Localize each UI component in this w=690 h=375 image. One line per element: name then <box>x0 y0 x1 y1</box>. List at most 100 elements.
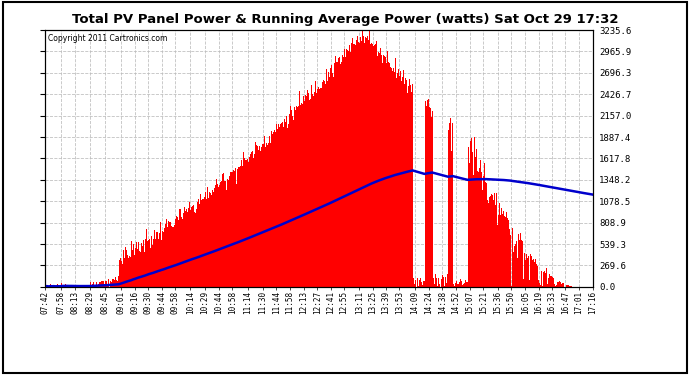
Bar <box>497 225 498 287</box>
Bar <box>381 55 382 287</box>
Bar <box>307 90 308 287</box>
Bar <box>313 96 314 287</box>
Bar <box>489 197 490 287</box>
Bar <box>437 278 439 287</box>
Bar <box>409 79 411 287</box>
Bar <box>176 216 177 287</box>
Bar <box>334 63 335 287</box>
Bar <box>239 167 240 287</box>
Bar <box>238 167 239 287</box>
Bar <box>483 176 484 287</box>
Bar <box>248 157 250 287</box>
Bar <box>400 72 402 287</box>
Bar <box>244 158 245 287</box>
Text: Copyright 2011 Cartronics.com: Copyright 2011 Cartronics.com <box>48 34 167 43</box>
Bar <box>533 262 535 287</box>
Bar <box>406 80 407 287</box>
Bar <box>173 227 174 287</box>
Bar <box>503 211 504 287</box>
Bar <box>47 286 48 287</box>
Bar <box>101 281 103 287</box>
Bar <box>167 227 168 287</box>
Bar <box>342 54 343 287</box>
Bar <box>125 247 126 287</box>
Bar <box>155 232 157 287</box>
Bar <box>124 258 125 287</box>
Bar <box>502 214 503 287</box>
Bar <box>386 51 388 287</box>
Bar <box>292 116 293 287</box>
Bar <box>117 281 118 287</box>
Bar <box>530 255 531 287</box>
Bar <box>230 172 231 287</box>
Bar <box>425 100 426 287</box>
Bar <box>547 284 549 287</box>
Bar <box>562 283 563 287</box>
Bar <box>104 284 105 287</box>
Bar <box>522 242 523 287</box>
Bar <box>169 222 170 287</box>
Bar <box>341 62 342 287</box>
Bar <box>152 239 154 287</box>
Bar <box>87 285 88 287</box>
Bar <box>504 216 505 287</box>
Bar <box>89 286 90 287</box>
Bar <box>484 182 486 287</box>
Bar <box>187 212 188 287</box>
Bar <box>115 277 117 287</box>
Bar <box>526 258 528 287</box>
Bar <box>546 268 547 287</box>
Bar <box>154 230 155 287</box>
Bar <box>531 256 532 287</box>
Bar <box>271 130 272 287</box>
Bar <box>327 81 328 287</box>
Bar <box>417 278 418 287</box>
Bar <box>177 217 178 287</box>
Bar <box>80 286 81 287</box>
Bar <box>217 184 218 287</box>
Bar <box>422 285 423 287</box>
Bar <box>295 106 297 287</box>
Bar <box>237 169 238 287</box>
Bar <box>190 210 191 287</box>
Bar <box>159 233 161 287</box>
Bar <box>397 74 398 287</box>
Bar <box>168 222 169 287</box>
Bar <box>415 280 416 287</box>
Bar <box>408 86 409 287</box>
Bar <box>407 93 408 287</box>
Bar <box>336 62 337 287</box>
Bar <box>513 252 514 287</box>
Bar <box>120 258 121 287</box>
Bar <box>228 180 229 287</box>
Bar <box>402 76 404 287</box>
Bar <box>100 282 101 287</box>
Bar <box>490 196 491 287</box>
Bar <box>304 101 306 287</box>
Bar <box>166 219 167 287</box>
Bar <box>392 71 393 287</box>
Bar <box>131 241 132 287</box>
Bar <box>195 213 196 287</box>
Bar <box>506 212 507 287</box>
Bar <box>521 240 522 287</box>
Bar <box>367 36 368 287</box>
Bar <box>439 284 440 287</box>
Bar <box>279 127 280 287</box>
Bar <box>105 281 106 287</box>
Bar <box>63 286 64 287</box>
Bar <box>91 285 92 287</box>
Bar <box>461 281 462 287</box>
Bar <box>411 92 412 287</box>
Bar <box>146 229 147 287</box>
Bar <box>360 37 362 287</box>
Bar <box>449 123 451 287</box>
Bar <box>353 44 355 287</box>
Bar <box>201 199 203 287</box>
Bar <box>132 250 133 287</box>
Bar <box>510 235 511 287</box>
Bar <box>384 57 385 287</box>
Bar <box>467 282 468 287</box>
Bar <box>512 228 513 287</box>
Bar <box>221 182 222 287</box>
